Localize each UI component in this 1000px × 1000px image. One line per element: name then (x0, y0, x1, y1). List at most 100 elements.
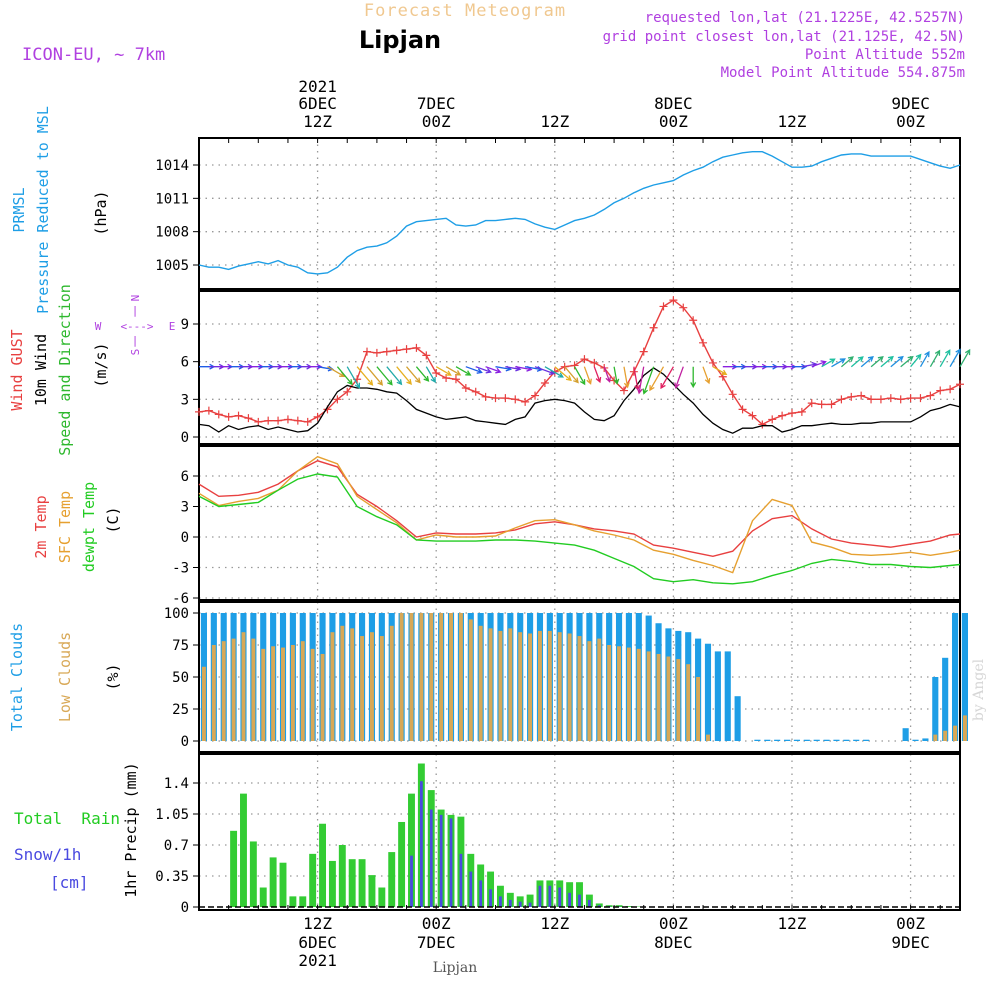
bar-snow (429, 809, 433, 907)
bar-snow (439, 814, 443, 907)
bar-low-cloud (439, 613, 444, 741)
wind-direction-arrow (435, 366, 452, 376)
gust-marker (649, 323, 658, 332)
wind-direction-arrow (660, 366, 674, 390)
wind-direction-arrow (919, 350, 930, 368)
bar-low-cloud (221, 641, 226, 741)
gust-marker (461, 384, 470, 393)
bar-total-cloud (912, 739, 919, 741)
bar-low-cloud (577, 636, 582, 741)
low-clouds-label: Low Clouds (56, 632, 74, 722)
y-tick-label: 0 (181, 734, 189, 750)
bar-total-cloud (783, 739, 791, 741)
wind-direction-arrow (544, 366, 564, 378)
wind-direction-arrow (386, 366, 403, 386)
model-altitude: Model Point Altitude 554.875m (721, 65, 965, 81)
panel-frame-pressure (198, 137, 961, 290)
wind-direction-arrow (702, 366, 711, 385)
wind-direction-arrow (880, 355, 894, 368)
bar-rain (408, 793, 415, 907)
bar-low-cloud (330, 632, 335, 741)
bar-rain (259, 887, 267, 907)
bar-total-cloud (704, 643, 712, 741)
bar-low-cloud (943, 730, 948, 741)
panel-frame-wind (198, 290, 961, 445)
bar-total-cloud (902, 728, 909, 741)
gust-marker (234, 411, 243, 420)
bar-low-cloud (617, 646, 621, 741)
bar-low-cloud (340, 625, 345, 741)
gust-marker (224, 412, 233, 421)
bar-low-cloud (251, 638, 256, 741)
gust-marker (511, 395, 520, 404)
gust-marker (303, 417, 312, 426)
bottom-caption: Lipjan (433, 960, 477, 976)
gust-marker (916, 394, 925, 403)
bar-rain (309, 853, 317, 907)
bottom-hour-label: 12Z (303, 914, 332, 933)
gust-marker (412, 343, 421, 352)
y-tick-label: 0 (181, 530, 189, 546)
panel-frame-precip (198, 753, 961, 911)
bar-rain (368, 875, 376, 907)
y-tick-label: 9 (181, 317, 189, 333)
bar-rain (338, 845, 346, 907)
bar-rain (516, 896, 524, 907)
bar-low-cloud (429, 613, 434, 741)
y-tick-label: 6 (181, 355, 189, 371)
compass-south-stem: | (132, 334, 139, 347)
bar-snow (538, 885, 542, 907)
bar-total-cloud (951, 613, 959, 741)
bar-total-cloud (853, 739, 860, 741)
pressure-msl-label: Pressure Reduced to MSL (34, 106, 52, 314)
bar-snow (587, 899, 591, 907)
bar-low-cloud (201, 666, 206, 741)
bar-rain (348, 859, 356, 907)
bar-low-cloud (626, 647, 631, 741)
bar-low-cloud (636, 648, 641, 741)
bar-low-cloud (933, 734, 938, 741)
gust-marker (274, 416, 283, 425)
wind-direction-arrow (485, 366, 502, 374)
bar-total-cloud (823, 739, 830, 741)
top-hour-label: 00Z (659, 112, 688, 131)
precip-labels: Total Rain Snow/1h [cm] 1hr Precip (mm) (14, 762, 140, 897)
gust-marker (857, 391, 866, 400)
bar-rain (615, 905, 623, 907)
bottom-year-label: 2021 (298, 951, 337, 970)
gust-marker (669, 296, 678, 305)
bar-rain (269, 857, 277, 907)
compass-horizontal: <---> (120, 320, 153, 333)
gust-marker (847, 392, 856, 401)
wind-direction-arrow (649, 366, 665, 392)
y-tick-label: 0.7 (164, 838, 189, 854)
wind-direction-arrow (850, 356, 864, 368)
bottom-hour-label: 12Z (540, 914, 569, 933)
wind-direction-arrow (831, 358, 846, 368)
wind-direction-arrow (396, 366, 412, 385)
bar-total-cloud (932, 677, 939, 741)
bar-snow (528, 902, 532, 907)
gust-marker (738, 405, 747, 414)
series-prmsl (198, 151, 961, 275)
gust-marker (214, 410, 223, 419)
bar-rain (625, 906, 633, 907)
wind-direction-arrow (636, 366, 645, 395)
wind-direction-arrow (929, 349, 941, 368)
bar-low-cloud (399, 613, 404, 741)
gust-marker (679, 303, 688, 312)
gust-marker (333, 395, 342, 404)
bar-low-cloud (686, 664, 691, 741)
bar-low-cloud (656, 653, 661, 741)
gust-marker (837, 395, 846, 404)
series-temp-sfc (198, 455, 961, 574)
bar-low-cloud (508, 628, 513, 741)
gust-marker (886, 394, 895, 403)
bar-snow (558, 887, 562, 907)
y-tick-label: 1.05 (155, 807, 189, 823)
bar-low-cloud (231, 638, 236, 741)
bar-low-cloud (557, 632, 562, 741)
compass-rose: N | <---> | S W E (95, 295, 176, 356)
wind-direction-arrow (346, 366, 361, 389)
